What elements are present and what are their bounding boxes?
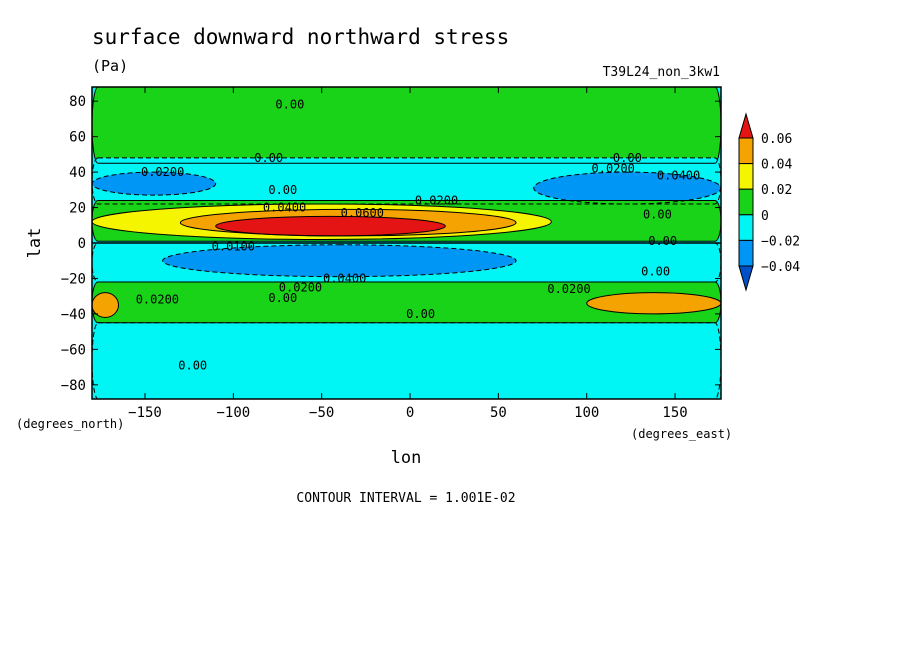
chart-title: surface downward northward stress xyxy=(92,25,509,49)
contour-line-tropical-south-blue xyxy=(162,244,517,278)
y-tick-label: −20 xyxy=(61,271,86,287)
x-axis-label: lon xyxy=(391,448,422,468)
y-tick-label: −80 xyxy=(61,378,86,394)
x-axis-unit: (degrees_east) xyxy=(631,427,732,441)
contour-label: 0.0400 xyxy=(263,201,306,215)
y-tick-label: 60 xyxy=(69,130,86,146)
x-tick-label: −100 xyxy=(216,405,250,421)
contour-label: 0.0200 xyxy=(415,193,458,207)
contour-label: 0.0400 xyxy=(657,169,700,183)
y-axis-label: lat xyxy=(25,228,45,259)
colorbar-level-label: −0.02 xyxy=(761,234,800,249)
colorbar-bottom-arrow xyxy=(738,265,754,292)
contour-label: 0.0400 xyxy=(323,271,366,285)
x-tick-label: 0 xyxy=(406,405,414,421)
y-tick-label: 0 xyxy=(78,236,86,252)
field-region-southern-orange-east xyxy=(586,292,721,314)
contour-label: 0.0600 xyxy=(341,206,384,220)
contour-line-pacific-jet-blue-cell xyxy=(92,171,217,196)
field-region-southern-green-band xyxy=(92,282,721,323)
y-axis-ticks: −80 −60 −40 −20 0 20 40 60 80 xyxy=(61,94,721,394)
contour-line-tropical-north-yellow xyxy=(92,203,552,240)
contour-line-northern-green-band xyxy=(92,87,721,164)
x-tick-label: 100 xyxy=(574,405,599,421)
x-tick-label: −50 xyxy=(309,405,334,421)
contour-label: 0.00 xyxy=(268,183,297,197)
contour-label: 0.00 xyxy=(643,208,672,222)
contour-label: 0.0200 xyxy=(279,280,322,294)
colorbar-level-label: 0 xyxy=(761,209,769,224)
x-axis-ticks: −150 −100 −50 0 50 100 150 xyxy=(128,87,688,421)
y-tick-label: 20 xyxy=(69,201,86,217)
y-tick-label: 80 xyxy=(69,94,86,110)
dataset-label: T39L24_non_3kw1 xyxy=(603,65,720,80)
y-tick-label: −60 xyxy=(61,342,86,358)
y-tick-label: −40 xyxy=(61,307,86,323)
contour-line-tropical-north-green xyxy=(92,199,721,242)
contour-label: 0.00 xyxy=(275,98,304,112)
field-region-tropical-south-blue xyxy=(162,244,517,277)
contour-label: 0.00 xyxy=(406,307,435,321)
colorbar-level-label: 0.06 xyxy=(761,132,792,147)
colorbar-level-label: 0.02 xyxy=(761,183,792,198)
x-tick-label: 150 xyxy=(662,405,687,421)
field-region-pacific-jet-blue-cell xyxy=(92,172,216,196)
colorbar-segment xyxy=(738,188,754,216)
field-region-northern-green-band xyxy=(92,87,721,164)
colorbar: 0.06 0.04 0.02 0 −0.02 −0.04 xyxy=(738,112,800,292)
contour-label: 0.0200 xyxy=(136,293,179,307)
x-tick-label: 50 xyxy=(490,405,507,421)
field-region-southern-orange-west xyxy=(92,292,119,318)
contour-line-atlantic-jet-blue-cell xyxy=(533,171,721,205)
contour-label: 0.00 xyxy=(268,291,297,305)
y-axis-unit: (degrees_north) xyxy=(16,417,124,431)
colorbar-level-label: 0.04 xyxy=(761,158,792,173)
colorbar-level-label: −0.04 xyxy=(761,260,800,275)
contour-line-southern-orange-east xyxy=(586,292,721,315)
contour-line-southern-cyan-band xyxy=(92,322,721,399)
contour-label: 0.00 xyxy=(648,234,677,248)
x-tick-label: −150 xyxy=(128,405,162,421)
contour-line-tropical-north-red xyxy=(215,215,446,237)
contour-label: 0.00 xyxy=(254,151,283,165)
contour-label: 0.00 xyxy=(613,151,642,165)
contour-label: 0.0200 xyxy=(547,282,590,296)
contour-label: 0.0200 xyxy=(141,165,184,179)
contour-interval: CONTOUR INTERVAL = 1.001E-02 xyxy=(296,491,515,506)
y-tick-label: 40 xyxy=(69,165,86,181)
contour-line-northern-cyan-band xyxy=(92,157,721,205)
field-layer xyxy=(92,87,721,399)
contour-lines xyxy=(92,87,721,399)
contour-label: 0.0200 xyxy=(592,162,635,176)
contour-label: 0.0100 xyxy=(212,240,255,254)
field-region-tropical-north-red xyxy=(215,216,446,236)
colorbar-segment xyxy=(738,239,754,267)
contour-label: 0.00 xyxy=(641,264,670,278)
colorbar-segment xyxy=(738,214,754,241)
chart-units: (Pa) xyxy=(92,57,128,75)
colorbar-segment xyxy=(738,137,754,165)
contour-label: 0.00 xyxy=(178,358,207,372)
field-region-atlantic-jet-blue-cell xyxy=(533,172,721,204)
contour-line-southern-orange-west xyxy=(92,292,119,318)
colorbar-top-arrow xyxy=(738,112,754,139)
colorbar-segment xyxy=(738,163,754,190)
field-region-southern-cyan-band xyxy=(92,322,721,399)
